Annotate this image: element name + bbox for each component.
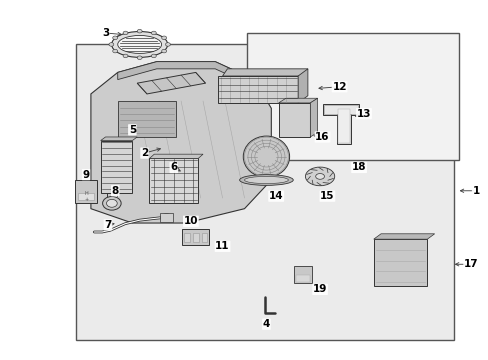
Ellipse shape xyxy=(102,197,121,210)
Ellipse shape xyxy=(162,49,166,53)
Text: 15: 15 xyxy=(320,191,334,201)
Bar xyxy=(217,76,298,103)
Bar xyxy=(159,213,173,222)
Polygon shape xyxy=(101,137,137,140)
Ellipse shape xyxy=(151,54,156,58)
Polygon shape xyxy=(298,69,307,103)
Text: 13: 13 xyxy=(356,109,370,119)
Text: 1: 1 xyxy=(471,186,479,196)
Polygon shape xyxy=(118,62,254,87)
Bar xyxy=(101,140,132,193)
Text: 2: 2 xyxy=(141,148,148,158)
Text: H
+: H + xyxy=(84,191,88,202)
Text: 19: 19 xyxy=(312,284,326,294)
Bar xyxy=(118,101,176,137)
Ellipse shape xyxy=(151,31,156,35)
Ellipse shape xyxy=(315,174,324,179)
Ellipse shape xyxy=(239,175,293,185)
Ellipse shape xyxy=(123,31,128,35)
Ellipse shape xyxy=(244,176,288,184)
Text: 10: 10 xyxy=(183,216,198,226)
Ellipse shape xyxy=(118,36,161,53)
Polygon shape xyxy=(310,98,317,137)
Bar xyxy=(201,233,207,242)
Text: 7: 7 xyxy=(104,220,111,230)
Text: 14: 14 xyxy=(268,191,283,201)
Ellipse shape xyxy=(243,136,289,177)
Ellipse shape xyxy=(137,56,142,59)
Ellipse shape xyxy=(160,214,172,222)
Text: 16: 16 xyxy=(315,132,329,142)
Bar xyxy=(246,33,458,160)
Bar xyxy=(294,266,311,283)
Ellipse shape xyxy=(123,54,128,58)
Text: 9: 9 xyxy=(82,170,89,180)
Bar xyxy=(192,233,198,242)
Ellipse shape xyxy=(113,36,118,40)
Bar xyxy=(76,44,453,339)
Text: 18: 18 xyxy=(351,162,366,172)
Bar xyxy=(75,180,97,203)
Text: 3: 3 xyxy=(102,28,109,38)
Text: 5: 5 xyxy=(128,125,136,135)
Bar xyxy=(278,103,310,137)
Text: 17: 17 xyxy=(463,259,478,269)
Ellipse shape xyxy=(305,167,334,186)
Bar xyxy=(324,105,357,114)
Bar xyxy=(296,275,309,282)
Text: 12: 12 xyxy=(332,82,346,92)
Polygon shape xyxy=(137,72,205,94)
Ellipse shape xyxy=(109,42,114,46)
Bar xyxy=(373,239,427,286)
Text: 4: 4 xyxy=(262,319,269,329)
Bar xyxy=(182,229,209,245)
Bar xyxy=(336,108,350,144)
Polygon shape xyxy=(373,234,434,239)
Polygon shape xyxy=(278,98,317,103)
Bar xyxy=(322,104,358,116)
Ellipse shape xyxy=(106,199,117,207)
Bar xyxy=(183,233,189,242)
Ellipse shape xyxy=(165,42,170,46)
Polygon shape xyxy=(149,154,203,158)
Polygon shape xyxy=(222,69,307,76)
Text: 6: 6 xyxy=(170,162,177,172)
Bar xyxy=(149,158,198,203)
Ellipse shape xyxy=(113,49,118,53)
Text: 8: 8 xyxy=(111,186,119,196)
Ellipse shape xyxy=(111,32,167,57)
Polygon shape xyxy=(91,62,271,223)
Bar xyxy=(78,193,94,200)
Bar xyxy=(337,109,349,143)
Ellipse shape xyxy=(162,36,166,40)
Text: 11: 11 xyxy=(215,241,229,251)
Ellipse shape xyxy=(137,30,142,33)
